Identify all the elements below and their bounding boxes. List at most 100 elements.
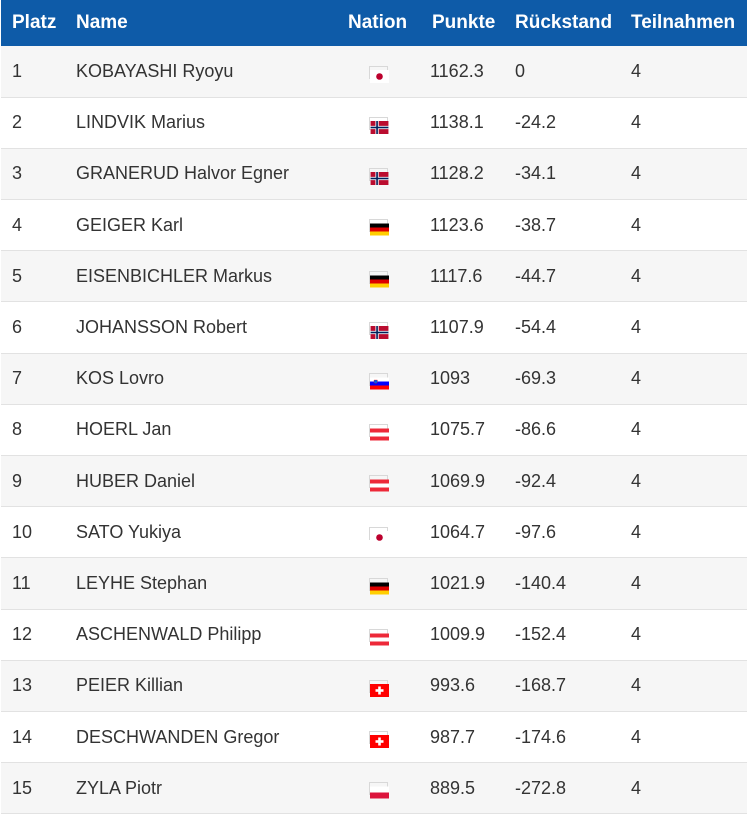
- gap-cell: -140.4: [515, 572, 567, 593]
- points-cell: 1123.6: [430, 214, 484, 235]
- table-row[interactable]: 4 GEIGER Karl 1123.6 -38.7 4: [1, 199, 747, 251]
- rank-cell: 11: [12, 572, 31, 593]
- athlete-name-cell: DESCHWANDEN Gregor: [76, 726, 280, 747]
- gap-cell: -97.6: [515, 521, 557, 542]
- points-cell: 1138.1: [430, 112, 484, 133]
- rank-cell: 12: [12, 624, 33, 645]
- participations-cell: 4: [631, 163, 642, 184]
- athlete-name-cell: HOERL Jan: [76, 419, 172, 440]
- table-row[interactable]: 12 ASCHENWALD Philipp 1009.9 -152.4 4: [1, 609, 747, 661]
- rank-cell: 1: [12, 60, 23, 81]
- table-row[interactable]: 7 KOS Lovro 1093 -69.3 4: [1, 353, 747, 405]
- table-row[interactable]: 5 EISENBICHLER Markus 1117.6 -44.7 4: [1, 250, 747, 302]
- participations-cell: 4: [631, 419, 642, 440]
- athlete-name-cell: KOS Lovro: [76, 368, 165, 389]
- rank-cell: 5: [12, 265, 23, 286]
- participations-cell: 4: [631, 521, 642, 542]
- nation-cell: [335, 507, 422, 558]
- header-row: Platz Name Nation Punkte Rückstand Teiln…: [1, 0, 747, 46]
- rank-cell: 7: [12, 368, 23, 389]
- gap-cell: -92.4: [515, 470, 557, 491]
- athlete-name-cell: SATO Yukiya: [76, 521, 182, 542]
- points-cell: 1117.6: [430, 265, 483, 286]
- participations-cell: 4: [631, 60, 642, 81]
- rank-cell: 6: [12, 317, 23, 338]
- gap-cell: -152.4: [515, 624, 567, 645]
- table-row[interactable]: 13 PEIER Killian 993.6 -168.7 4: [1, 660, 747, 712]
- table-row[interactable]: 6 JOHANSSON Robert 1107.9 -54.4 4: [1, 301, 747, 354]
- jpn-flag-icon: [369, 65, 389, 83]
- rank-cell: 13: [12, 675, 33, 696]
- points-cell: 1075.7: [430, 419, 486, 440]
- nor-flag-icon: [369, 321, 389, 339]
- points-cell: 1162.3: [430, 60, 484, 81]
- nor-flag-icon: [369, 117, 389, 135]
- table-row[interactable]: 14 DESCHWANDEN Gregor 987.7 -174.6 4: [1, 711, 747, 763]
- rank-cell: 3: [12, 163, 23, 184]
- nation-cell: [335, 302, 422, 353]
- slo-flag-icon: [369, 372, 389, 390]
- ger-flag-icon: [369, 577, 389, 595]
- jpn-flag-icon: [369, 526, 389, 544]
- gap-cell: -69.3: [515, 368, 557, 389]
- table-row[interactable]: 2 LINDVIK Marius 1138.1 -24.2 4: [1, 97, 747, 149]
- rank-cell: 9: [12, 470, 23, 491]
- column-header-rueckstand[interactable]: Rückstand: [515, 12, 613, 33]
- pol-flag-icon: [369, 782, 389, 799]
- athlete-name-cell: KOBAYASHI Ryoyu: [76, 60, 234, 81]
- aut-flag-icon: [369, 424, 389, 441]
- athlete-name-cell: PEIER Killian: [76, 675, 184, 696]
- nation-cell: [335, 148, 422, 199]
- nation-cell: [335, 456, 422, 507]
- gap-cell: 0: [515, 60, 526, 81]
- table-row[interactable]: 8 HOERL Jan 1075.7 -86.6 4: [1, 404, 747, 456]
- gap-cell: -34.1: [515, 163, 557, 184]
- column-header-platz[interactable]: Platz: [12, 12, 57, 33]
- nation-cell: [335, 609, 422, 660]
- athlete-name-cell: GEIGER Karl: [76, 214, 184, 235]
- nation-cell: [335, 660, 422, 711]
- gap-cell: -174.6: [515, 726, 567, 747]
- table-row[interactable]: 1 KOBAYASHI Ryoyu 1162.3 0 4: [1, 46, 747, 98]
- points-cell: 987.7: [430, 726, 476, 747]
- table-body: 1 KOBAYASHI Ryoyu 1162.3 0 4 2 LINDVIK Marius 1…: [1, 46, 747, 814]
- points-cell: 889.5: [430, 777, 476, 798]
- athlete-name-cell: HUBER Daniel: [76, 470, 196, 491]
- ger-flag-icon: [369, 219, 389, 236]
- participations-cell: 4: [631, 470, 642, 491]
- athlete-name-cell: ASCHENWALD Philipp: [76, 624, 262, 645]
- nation-cell: [335, 46, 422, 97]
- athlete-name-cell: JOHANSSON Robert: [76, 317, 248, 338]
- points-cell: 1009.9: [430, 624, 486, 645]
- column-header-name[interactable]: Name: [76, 12, 128, 33]
- points-cell: 1093: [430, 368, 471, 389]
- gap-cell: -38.7: [515, 214, 557, 235]
- table-row[interactable]: 15 ZYLA Piotr 889.5 -272.8 4: [1, 762, 747, 814]
- nation-cell: [335, 763, 422, 814]
- table-row[interactable]: 3 GRANERUD Halvor Egner 1128.2 -34.1 4: [1, 148, 747, 200]
- points-cell: 1021.9: [430, 572, 486, 593]
- column-header-punkte[interactable]: Punkte: [432, 12, 496, 33]
- nation-cell: [335, 711, 422, 762]
- table-row[interactable]: 9 HUBER Daniel 1069.9 -92.4 4: [1, 455, 747, 507]
- participations-cell: 4: [631, 214, 642, 235]
- aut-flag-icon: [369, 628, 389, 646]
- column-header-teilnahmen[interactable]: Teilnahmen: [631, 12, 736, 33]
- athlete-name-cell: GRANERUD Halvor Egner: [76, 163, 290, 184]
- participations-cell: 4: [631, 265, 642, 286]
- sui-flag-icon: [369, 680, 389, 698]
- nation-cell: [335, 251, 422, 302]
- table-row[interactable]: 11 LEYHE Stephan 1021.9 -140.4 4: [1, 557, 747, 610]
- gap-cell: -24.2: [515, 112, 557, 133]
- athlete-name-cell: EISENBICHLER Markus: [76, 265, 273, 286]
- table-row[interactable]: 10 SATO Yukiya 1064.7 -97.6 4: [1, 506, 747, 558]
- column-header-nation[interactable]: Nation: [348, 12, 408, 33]
- participations-cell: 4: [631, 675, 642, 696]
- nation-cell: [335, 200, 422, 251]
- points-cell: 1064.7: [430, 521, 486, 542]
- nation-cell: [335, 558, 422, 609]
- rank-cell: 4: [12, 214, 23, 235]
- rank-cell: 14: [12, 726, 33, 747]
- participations-cell: 4: [631, 624, 642, 645]
